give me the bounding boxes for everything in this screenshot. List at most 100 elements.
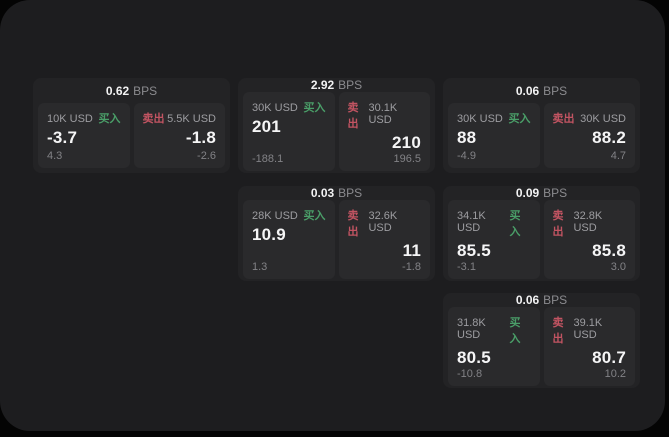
sell-panel-top: 卖出 32.6K USD [348,207,422,239]
bps-value: 2.92 [310,78,335,92]
sell-price: 11 [402,240,421,260]
sell-delta: -2.6 [197,150,216,162]
quote-panels: 30K USD 买入 201 -188.1 卖出 30.1K USD 210 1… [238,92,435,176]
card-header: 0.06 BPS [443,293,640,307]
sell-amount: 5.5K USD [167,113,216,125]
buy-panel-top: 28K USD 买入 [252,207,326,223]
sell-side-label: 卖出 [347,209,359,238]
quote-card: 2.92 BPS 30K USD 买入 201 -188.1 卖出 30.1K … [238,78,435,173]
quote-panels: 31.8K USD 买入 80.5 -10.8 卖出 39.1K USD 80.… [443,307,640,391]
card-header: 0.62 BPS [33,78,230,103]
card-header: 0.06 BPS [443,78,640,103]
sell-panel[interactable]: 卖出 32.6K USD 11 -1.8 [338,199,430,279]
buy-amount: 31.8K USD [457,317,486,341]
buy-side-label: 买入 [303,102,326,114]
buy-side-label: 买入 [98,113,121,125]
buy-panel-top: 30K USD 买入 [252,99,326,115]
sell-price: -1.8 [185,128,216,147]
buy-panel[interactable]: 28K USD 买入 10.9 1.3 [243,199,335,279]
sell-side-label: 卖出 [552,113,575,125]
buy-amount: 10K USD [47,113,93,125]
buy-panel-top: 34.1K USD 买入 [457,207,531,239]
sell-amount: 32.8K USD [573,209,603,234]
sell-side-label: 卖出 [142,113,165,125]
buy-price: 10.9 [252,224,286,244]
sell-panel[interactable]: 卖出 39.1K USD 80.7 10.2 [543,307,635,386]
sell-delta: 10.2 [604,368,626,380]
sell-panel[interactable]: 卖出 30K USD 88.2 4.7 [543,103,635,168]
sell-side-label: 卖出 [552,317,564,345]
buy-delta: -188.1 [252,153,284,165]
quote-panels: 34.1K USD 买入 85.5 -3.1 卖出 32.8K USD 85.8… [443,199,640,284]
buy-delta: 1.3 [252,260,268,273]
buy-delta: -4.9 [457,150,476,162]
sell-amount: 39.1K USD [573,317,603,341]
buy-amount: 28K USD [252,209,298,222]
card-header: 0.03 BPS [238,186,435,200]
quote-card: 0.09 BPS 34.1K USD 买入 85.5 -3.1 卖出 32.8K… [443,185,640,284]
buy-amount: 30K USD [252,102,298,114]
sell-amount: 30K USD [580,113,626,125]
sell-panel[interactable]: 卖出 32.8K USD 85.8 3.0 [543,199,635,279]
sell-panel-top: 卖出 39.1K USD [553,314,627,346]
bps-unit-label: BPS [338,78,363,92]
buy-delta: -10.8 [457,368,483,380]
sell-panel-top: 卖出 30.1K USD [348,99,422,131]
sell-panel-top: 卖出 30K USD [553,110,627,126]
quote-panels: 30K USD 买入 88 -4.9 卖出 30K USD 88.2 4.7 [443,103,640,173]
sell-panel[interactable]: 卖出 5.5K USD -1.8 -2.6 [133,103,225,168]
buy-price: -3.7 [47,128,78,147]
bps-value: 0.06 [515,83,540,98]
bps-value: 0.06 [515,293,540,307]
buy-side-label: 买入 [508,113,531,125]
sell-panel-top: 卖出 32.8K USD [553,207,627,239]
quote-panels: 28K USD 买入 10.9 1.3 卖出 32.6K USD 11 -1.8 [238,199,435,284]
sell-price: 85.8 [592,240,626,260]
buy-panel-top: 31.8K USD 买入 [457,314,531,346]
buy-price: 85.5 [457,240,491,260]
buy-side-label: 买入 [303,209,326,222]
buy-amount: 34.1K USD [457,209,486,234]
quote-card: 0.06 BPS 31.8K USD 买入 80.5 -10.8 卖出 39.1… [443,293,640,388]
buy-panel[interactable]: 30K USD 买入 201 -188.1 [243,92,335,171]
bps-unit-label: BPS [543,293,568,307]
buy-side-label: 买入 [509,209,521,238]
buy-amount: 30K USD [457,113,503,125]
buy-panel[interactable]: 34.1K USD 买入 85.5 -3.1 [448,199,540,279]
card-header: 0.09 BPS [443,186,640,200]
buy-price: 201 [252,117,281,136]
sell-delta: 4.7 [610,150,626,162]
sell-panel[interactable]: 卖出 30.1K USD 210 196.5 [338,92,430,171]
cards-grid: 0.62 BPS 10K USD 买入 -3.7 4.3 卖出 5.5K USD… [33,78,640,388]
sell-side-label: 卖出 [552,209,564,238]
buy-delta: -3.1 [457,260,476,273]
buy-panel[interactable]: 31.8K USD 买入 80.5 -10.8 [448,307,540,386]
sell-amount: 30.1K USD [368,102,398,126]
buy-price: 80.5 [457,348,491,367]
buy-panel-top: 10K USD 买入 [47,110,121,126]
buy-panel[interactable]: 30K USD 买入 88 -4.9 [448,103,540,168]
bps-value: 0.03 [310,185,335,200]
bps-unit-label: BPS [133,83,158,98]
bps-unit-label: BPS [543,185,568,200]
quote-panels: 10K USD 买入 -3.7 4.3 卖出 5.5K USD -1.8 -2.… [33,103,230,173]
buy-price: 88 [457,128,477,147]
bps-unit-label: BPS [338,185,363,200]
sell-delta: -1.8 [402,260,421,273]
buy-panel-top: 30K USD 买入 [457,110,531,126]
bps-value: 0.09 [515,185,540,200]
bps-value: 0.62 [105,83,130,98]
quote-card: 0.03 BPS 28K USD 买入 10.9 1.3 卖出 32.6K US… [238,185,435,284]
sell-price: 80.7 [592,348,626,367]
buy-delta: 4.3 [47,150,63,162]
sell-side-label: 卖出 [347,102,359,130]
sell-delta: 3.0 [610,260,626,273]
sell-amount: 32.6K USD [368,209,398,234]
quote-card: 0.62 BPS 10K USD 买入 -3.7 4.3 卖出 5.5K USD… [33,78,230,173]
sell-price: 210 [392,133,421,152]
sell-price: 88.2 [592,128,626,147]
sell-delta: 196.5 [393,153,421,165]
buy-side-label: 买入 [509,317,521,345]
buy-panel[interactable]: 10K USD 买入 -3.7 4.3 [38,103,130,168]
